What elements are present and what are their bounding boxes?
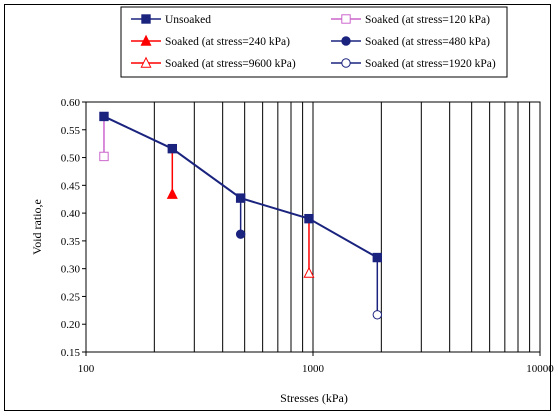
data-point: [166, 187, 178, 199]
legend-item: Soaked (at stress=1920 kPa): [331, 58, 496, 70]
series: [99, 111, 383, 263]
y-tick-label: 0.15: [61, 347, 81, 359]
x-tick-label: 100: [78, 363, 95, 375]
legend-swatch-marker: [141, 14, 151, 24]
series-layer: [99, 111, 383, 320]
legend-item: Soaked (at stress=480 kPa): [331, 36, 490, 48]
data-point: [235, 229, 246, 239]
legend-label: Soaked (at stress=1920 kPa): [365, 58, 496, 70]
legend-swatch-marker: [140, 34, 152, 46]
legend-label: Soaked (at stress=9600 kPa): [165, 58, 296, 70]
x-tick-label: 10000: [526, 363, 554, 375]
legend-label: Soaked (at stress=240 kPa): [165, 36, 290, 48]
legend: Unsoaked Soaked (at stress=120 kPa) Soaked…: [120, 6, 508, 78]
series: [372, 257, 383, 320]
y-tick-label: 0.60: [61, 97, 81, 109]
data-point: [99, 111, 109, 122]
series: [166, 148, 178, 199]
legend-item: Soaked (at stress=240 kPa): [131, 34, 290, 48]
legend-swatch-marker: [341, 58, 351, 68]
data-point: [99, 151, 109, 162]
legend-item: Soaked (at stress=120 kPa): [331, 14, 490, 26]
legend-swatch-marker: [341, 14, 351, 24]
y-axis-label: Void ratio,e: [30, 199, 44, 255]
data-point: [372, 252, 383, 263]
x-axis-label: Stresses (kPa): [280, 391, 348, 405]
series: [235, 198, 246, 239]
y-tick-label: 0.20: [61, 319, 81, 331]
data-point: [372, 310, 383, 320]
data-point: [167, 143, 178, 154]
data-point: [235, 193, 246, 203]
y-tick-label: 0.40: [61, 208, 81, 220]
series: [303, 218, 315, 278]
legend-label: Soaked (at stress=120 kPa): [365, 14, 490, 26]
legend-swatch-marker: [140, 56, 152, 68]
legend-label: Unsoaked: [165, 14, 211, 26]
y-tick-label: 0.50: [61, 153, 81, 165]
data-point: [303, 266, 315, 278]
legend-item: Unsoaked: [131, 14, 211, 26]
y-tick-label: 0.55: [61, 125, 81, 137]
y-tick-label: 0.35: [61, 236, 81, 248]
y-tick-label: 0.30: [61, 264, 81, 276]
legend-swatch-marker: [341, 36, 351, 46]
axes: 0.15 0.20 0.25 0.30 0.35 0.40 0.45 0.50 0.55 0.60…: [61, 97, 555, 375]
legend-item: Soaked (at stress=9600 kPa): [131, 56, 296, 70]
y-tick-label: 0.45: [61, 180, 81, 192]
legend-box: [120, 6, 508, 78]
series: [99, 116, 109, 162]
x-tick-label: 1000: [302, 363, 325, 375]
data-point: [304, 213, 314, 224]
y-tick-label: 0.25: [61, 291, 81, 303]
legend-label: Soaked (at stress=480 kPa): [365, 36, 490, 48]
